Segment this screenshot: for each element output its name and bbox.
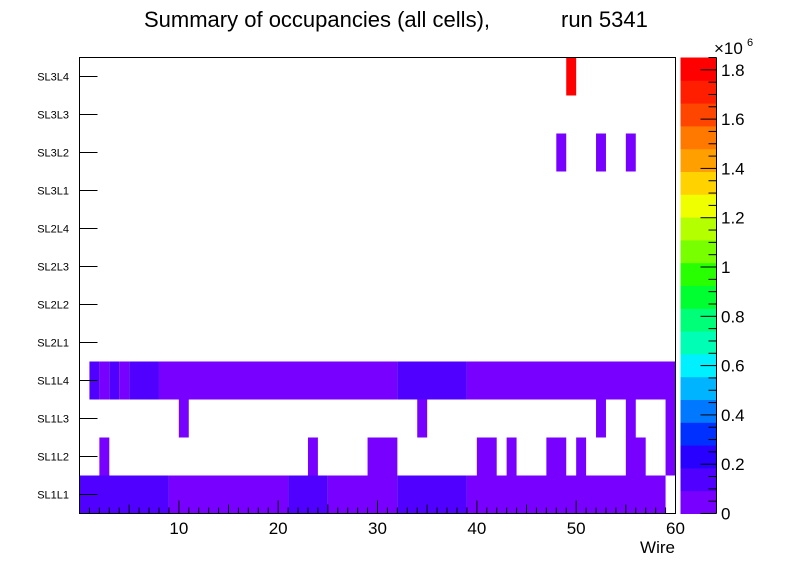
y-axis: SL1L1 SL1L2 SL1L3 SL1L4 SL2L1 SL2L2 SL2L3 SL2L4… bbox=[37, 72, 98, 502]
chart-title: Summary of occupancies (all cells), bbox=[144, 7, 490, 32]
heatmap-cell bbox=[129, 361, 159, 400]
color-bar-tick-label: 0.8 bbox=[721, 307, 745, 326]
color-bar bbox=[680, 57, 717, 514]
color-bar-band bbox=[680, 171, 717, 195]
heatmap-cell bbox=[546, 437, 567, 476]
heatmap-cell bbox=[566, 57, 577, 96]
color-bar-band bbox=[680, 148, 717, 172]
y-tick-label: SL3L3 bbox=[37, 110, 69, 122]
y-tick-label: SL3L2 bbox=[37, 148, 69, 160]
y-tick-label: SL1L2 bbox=[37, 452, 69, 464]
heatmap-cell bbox=[596, 399, 606, 438]
heatmap-cell bbox=[109, 361, 120, 400]
heatmap-cell bbox=[99, 437, 110, 476]
heatmap-cell bbox=[178, 399, 189, 438]
heatmap-cell bbox=[119, 361, 130, 400]
color-bar-band bbox=[680, 194, 717, 218]
color-bar-tick-label: 1 bbox=[721, 258, 730, 277]
heatmap-cell bbox=[625, 133, 636, 172]
y-tick-label: SL3L4 bbox=[37, 72, 69, 84]
heatmap-cell bbox=[625, 437, 646, 476]
color-bar-band bbox=[680, 490, 717, 514]
x-tick-label: 20 bbox=[269, 519, 288, 538]
heatmap-cell bbox=[596, 133, 606, 172]
heatmap-cell bbox=[288, 475, 328, 514]
heatmap-cell bbox=[367, 437, 398, 476]
heatmap-cell bbox=[506, 437, 517, 476]
y-tick-label: SL1L3 bbox=[37, 414, 69, 426]
color-bar-axis: 0 0.2 0.4 0.6 0.8 1 1.2 1.4 1.6 1.8 bbox=[700, 57, 745, 524]
heatmap-cell bbox=[466, 361, 676, 400]
color-bar-tick-label: 1.6 bbox=[721, 110, 745, 129]
color-bar-band bbox=[680, 399, 717, 423]
heatmap-cell bbox=[476, 437, 497, 476]
color-bar-exponent: 6 bbox=[747, 37, 753, 49]
heatmap-cell bbox=[417, 399, 428, 438]
heatmap-cell bbox=[397, 475, 467, 514]
y-tick-label: SL2L3 bbox=[37, 262, 69, 274]
color-bar-tick-label: 1.4 bbox=[721, 159, 745, 178]
color-bar-tick-label: 0.2 bbox=[721, 455, 745, 474]
heatmap-cell bbox=[625, 399, 636, 438]
heatmap-cells bbox=[79, 57, 676, 514]
color-bar-tick-label: 1.2 bbox=[721, 209, 745, 228]
heatmap-cell bbox=[327, 475, 398, 514]
color-bar-tick-label: 0.6 bbox=[721, 357, 745, 376]
y-tick-label: SL2L4 bbox=[37, 224, 69, 236]
heatmap-cell bbox=[397, 361, 467, 400]
heatmap-cell bbox=[158, 361, 398, 400]
heatmap-cell bbox=[665, 437, 676, 476]
color-bar-multiplier: ×10 bbox=[714, 39, 743, 58]
color-bar-band bbox=[680, 57, 717, 81]
heatmap-cell bbox=[466, 475, 666, 514]
color-bar-band bbox=[680, 80, 717, 104]
x-axis: 10 20 30 40 50 60 bbox=[79, 500, 685, 538]
y-tick-label: SL1L4 bbox=[37, 376, 69, 388]
heatmap-cell bbox=[99, 361, 110, 400]
color-bar-band bbox=[680, 125, 717, 150]
color-bar-band bbox=[680, 331, 717, 355]
color-bar-tick-label: 0 bbox=[721, 505, 730, 524]
color-bar-band bbox=[680, 376, 717, 400]
color-bar-band bbox=[680, 103, 717, 127]
y-tick-label: SL3L1 bbox=[37, 186, 69, 198]
y-tick-label: SL2L1 bbox=[37, 338, 69, 350]
color-bar-band bbox=[680, 353, 717, 378]
color-bar-band bbox=[680, 308, 717, 332]
y-tick-label: SL2L2 bbox=[37, 300, 69, 312]
color-bar-tick-label: 1.8 bbox=[721, 61, 745, 80]
color-bar-band bbox=[680, 262, 717, 286]
color-bar-band bbox=[680, 467, 717, 492]
color-bar-tick-label: 0.4 bbox=[721, 406, 745, 425]
heatmap-cell bbox=[556, 133, 567, 172]
x-tick-label: 50 bbox=[567, 519, 586, 538]
x-axis-label: Wire bbox=[640, 538, 675, 557]
x-tick-label: 10 bbox=[169, 519, 188, 538]
color-bar-band bbox=[680, 445, 717, 469]
color-bar-band bbox=[680, 422, 717, 446]
x-tick-label: 60 bbox=[666, 519, 685, 538]
x-tick-label: 40 bbox=[467, 519, 486, 538]
heatmap-cell bbox=[307, 437, 318, 476]
chart-title-run: run 5341 bbox=[561, 7, 648, 32]
color-bar-band bbox=[680, 239, 717, 264]
y-tick-label: SL1L1 bbox=[37, 490, 69, 502]
x-tick-label: 30 bbox=[368, 519, 387, 538]
color-bar-band bbox=[680, 217, 717, 241]
color-bar-band bbox=[680, 285, 717, 309]
heatmap-cell bbox=[576, 437, 587, 476]
heatmap-cell bbox=[665, 399, 676, 438]
